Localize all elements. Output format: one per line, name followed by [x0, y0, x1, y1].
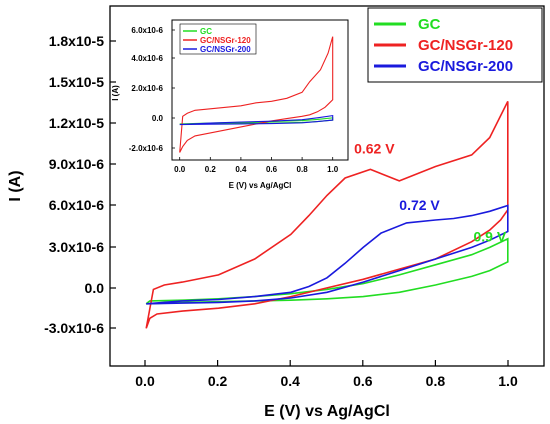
main-plot: 0.0 0.2 0.4 0.6 0.8 1.0 E (V) vs Ag/AgCl… [7, 5, 545, 420]
series-line-gc-nsgr-200 [146, 204, 509, 305]
inset-legend-label-gc-nsgr-120: GC/NSGr-120 [200, 36, 251, 45]
inset-x-tick-label: 0.6 [266, 165, 278, 174]
inset-x-tick-label: 1.0 [327, 165, 339, 174]
legend-label-gc-nsgr-120: GC/NSGr-120 [418, 37, 513, 54]
inset-y-tick-label: 2.0x10-6 [131, 84, 163, 93]
inset-x-axis-title: E (V) vs Ag/AgCl [229, 181, 292, 190]
main-y-axis-title: I (A) [7, 170, 24, 201]
inset-x-tick-label: 0.0 [174, 165, 186, 174]
peak-annotation-gc: 0.9 V [474, 229, 507, 245]
inset-series [179, 36, 334, 153]
main-x-tick-label: 1.0 [498, 373, 518, 389]
inset-x-tick-label: 0.4 [235, 165, 247, 174]
main-x-tick-label: 0.2 [208, 373, 228, 389]
main-plot-frame [109, 5, 545, 367]
inset-x-tick-label: 0.2 [205, 165, 217, 174]
inset-y-tick-label: 4.0x10-6 [131, 54, 163, 63]
inset-legend-label-gc-nsgr-200: GC/NSGr-200 [200, 45, 251, 54]
inset-legend-label-gc: GC [200, 27, 212, 36]
series-line-gc-nsgr-120 [145, 101, 509, 329]
inset-x-axis: 0.0 0.2 0.4 0.6 0.8 1.0 E (V) vs Ag/AgCl [174, 157, 339, 190]
main-y-tick-label: -3.0x10-6 [44, 320, 104, 336]
main-y-tick-label: 1.2x10-5 [49, 115, 104, 131]
inset-x-tick-label: 0.8 [297, 165, 309, 174]
main-x-tick-label: 0.4 [280, 373, 300, 389]
inset-legend: GC GC/NSGr-120 GC/NSGr-200 [179, 23, 257, 55]
main-y-tick-label: 0.0 [85, 280, 105, 296]
inset-legend-box [179, 23, 257, 55]
inset-y-axis-title: I (A) [111, 85, 120, 101]
main-y-tick-label: 6.0x10-6 [49, 197, 104, 213]
main-x-axis: 0.0 0.2 0.4 0.6 0.8 1.0 E (V) vs Ag/AgCl [135, 360, 518, 420]
series-line-gc [145, 237, 509, 305]
inset-y-tick-label: 0.0 [152, 114, 164, 123]
inset-series-line-gc-nsgr-200 [179, 114, 334, 126]
main-series [145, 101, 509, 329]
inset-y-axis: -2.0x10-6 0.0 2.0x10-6 4.0x10-6 6.0x10-6… [111, 26, 175, 153]
main-x-axis-title: E (V) vs Ag/AgCl [264, 403, 390, 420]
inset-y-tick-label: -2.0x10-6 [129, 144, 164, 153]
main-x-tick-label: 0.0 [135, 373, 155, 389]
main-y-tick-label: 9.0x10-6 [49, 156, 104, 172]
inset-series-line-gc-nsgr-120 [179, 36, 334, 153]
main-y-tick-label: 1.5x10-5 [49, 74, 104, 90]
legend-label-gc-nsgr-200: GC/NSGr-200 [418, 58, 513, 75]
inset-plot: 0.0 0.2 0.4 0.6 0.8 1.0 E (V) vs Ag/AgCl… [111, 19, 349, 190]
peak-annotation-gc-nsgr-200: 0.72 V [399, 197, 440, 213]
main-y-axis: -3.0x10-6 0.0 3.0x10-6 6.0x10-6 9.0x10-6… [7, 33, 116, 336]
peak-annotation-gc-nsgr-120: 0.62 V [354, 141, 395, 157]
main-x-tick-label: 0.8 [426, 373, 446, 389]
inset-y-tick-label: 6.0x10-6 [131, 26, 163, 35]
main-x-tick-label: 0.6 [353, 373, 373, 389]
main-legend: GC GC/NSGr-120 GC/NSGr-200 [367, 7, 543, 83]
main-y-tick-label: 3.0x10-6 [49, 239, 104, 255]
legend-label-gc: GC [418, 16, 441, 33]
main-y-tick-label: 1.8x10-5 [49, 33, 104, 49]
